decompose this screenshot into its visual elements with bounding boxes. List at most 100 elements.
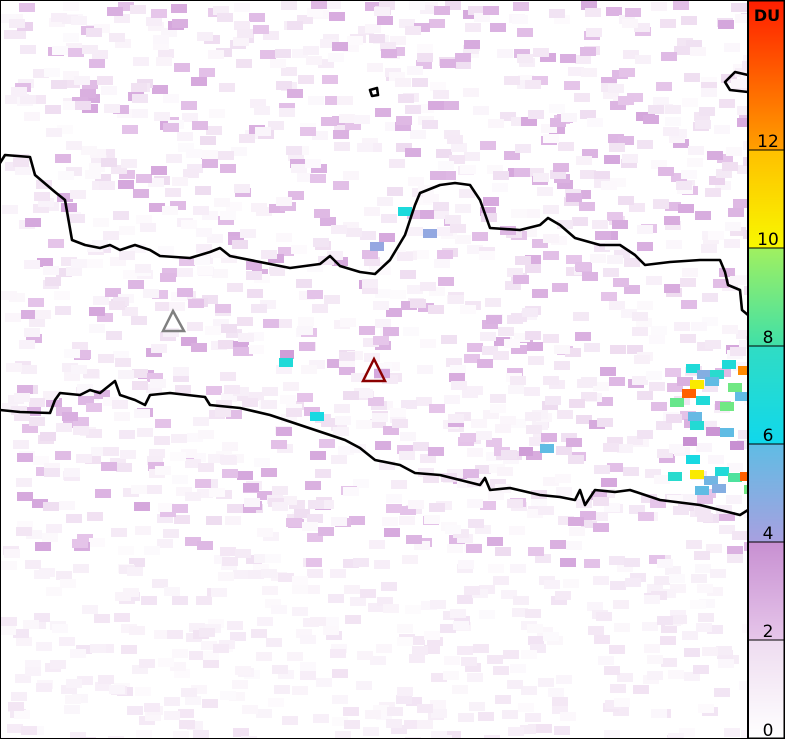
so2-pixel bbox=[727, 546, 743, 555]
so2-pixel bbox=[719, 99, 735, 108]
so2-pixel bbox=[684, 73, 700, 82]
so2-pixel-high bbox=[720, 402, 734, 411]
so2-pixel bbox=[429, 287, 445, 296]
so2-pixel bbox=[291, 164, 307, 173]
so2-pixel bbox=[448, 295, 464, 304]
so2-pixel bbox=[605, 700, 621, 709]
so2-pixel bbox=[695, 211, 711, 220]
so2-pixel bbox=[433, 210, 449, 219]
so2-pixel bbox=[215, 304, 231, 313]
so2-pixel bbox=[610, 684, 626, 693]
so2-pixel bbox=[99, 149, 115, 158]
so2-pixel bbox=[510, 564, 526, 573]
so2-pixel bbox=[500, 112, 516, 121]
so2-pixel bbox=[429, 503, 445, 512]
so2-pixel bbox=[682, 268, 698, 277]
so2-pixel bbox=[668, 733, 684, 739]
so2-pixel bbox=[197, 489, 213, 498]
so2-pixel bbox=[163, 328, 179, 337]
so2-pixel bbox=[164, 697, 180, 706]
so2-pixel bbox=[320, 39, 336, 48]
so2-pixel bbox=[457, 534, 473, 543]
so2-pixel bbox=[665, 221, 681, 230]
so2-pixel bbox=[375, 266, 391, 275]
so2-pixel bbox=[148, 178, 164, 187]
so2-pixel bbox=[276, 365, 292, 374]
so2-pixel bbox=[127, 567, 143, 576]
so2-pixel bbox=[199, 628, 215, 637]
so2-pixel bbox=[279, 103, 295, 112]
so2-pixel bbox=[665, 105, 681, 114]
so2-pixel bbox=[211, 588, 227, 597]
so2-pixel bbox=[305, 481, 321, 490]
so2-pixel bbox=[443, 671, 459, 680]
so2-pixel bbox=[189, 651, 205, 660]
so2-pixel bbox=[153, 41, 169, 50]
so2-pixel bbox=[345, 121, 361, 130]
so2-pixel bbox=[453, 621, 469, 630]
so2-pixel bbox=[485, 298, 501, 307]
so2-pixel bbox=[514, 168, 530, 177]
so2-pixel bbox=[119, 430, 135, 439]
so2-pixel bbox=[501, 450, 517, 459]
so2-pixel bbox=[151, 344, 167, 353]
so2-pixel bbox=[460, 165, 476, 174]
so2-pixel bbox=[304, 407, 320, 416]
so2-pixel bbox=[714, 125, 730, 134]
so2-pixel bbox=[390, 36, 406, 45]
so2-pixel bbox=[83, 369, 99, 378]
so2-pixel bbox=[511, 345, 527, 354]
so2-pixel bbox=[695, 507, 711, 516]
so2-pixel bbox=[666, 240, 682, 249]
so2-pixel bbox=[334, 404, 350, 413]
so2-pixel bbox=[665, 117, 681, 126]
so2-pixel bbox=[74, 76, 90, 85]
so2-pixel bbox=[206, 126, 222, 135]
colorbar-tick-label: 10 bbox=[757, 230, 779, 250]
so2-pixel-high bbox=[712, 484, 726, 493]
so2-pixel-high bbox=[670, 398, 684, 407]
so2-pixel bbox=[387, 187, 403, 196]
so2-pixel bbox=[412, 78, 428, 87]
so2-pixel bbox=[701, 88, 717, 97]
so2-pixel bbox=[719, 512, 735, 521]
so2-pixel bbox=[163, 529, 179, 538]
so2-pixel bbox=[169, 302, 185, 311]
so2-pixel bbox=[400, 432, 416, 441]
so2-pixel bbox=[0, 626, 16, 635]
so2-pixel bbox=[543, 376, 559, 385]
so2-pixel bbox=[706, 544, 722, 553]
so2-pixel bbox=[614, 249, 630, 258]
so2-pixel bbox=[160, 273, 176, 282]
so2-pixel bbox=[593, 576, 609, 585]
so2-pixel bbox=[508, 385, 524, 394]
so2-pixel bbox=[158, 246, 174, 255]
so2-pixel bbox=[131, 485, 147, 494]
so2-pixel bbox=[234, 21, 250, 30]
so2-pixel bbox=[321, 418, 337, 427]
so2-pixel bbox=[520, 725, 536, 734]
so2-pixel bbox=[718, 659, 734, 668]
so2-pixel bbox=[191, 343, 207, 352]
so2-pixel bbox=[66, 514, 82, 523]
so2-pixel bbox=[33, 456, 49, 465]
so2-pixel bbox=[707, 625, 723, 634]
so2-pixel bbox=[161, 28, 177, 37]
so2-pixel bbox=[263, 31, 279, 40]
so2-pixel bbox=[157, 539, 173, 548]
so2-pixel bbox=[213, 319, 229, 328]
so2-pixel bbox=[221, 393, 237, 402]
so2-pixel bbox=[82, 605, 98, 614]
so2-pixel bbox=[339, 358, 355, 367]
so2-pixel bbox=[624, 285, 640, 294]
so2-pixel bbox=[617, 444, 633, 453]
so2-pixel bbox=[414, 541, 430, 550]
so2-pixel bbox=[133, 189, 149, 198]
so2-pixel bbox=[399, 451, 415, 460]
so2-pixel bbox=[690, 600, 706, 609]
so2-pixel bbox=[624, 558, 640, 567]
so2-pixel bbox=[186, 149, 202, 158]
so2-pixel bbox=[225, 516, 241, 525]
so2-pixel bbox=[25, 660, 41, 669]
so2-pixel bbox=[11, 692, 27, 701]
